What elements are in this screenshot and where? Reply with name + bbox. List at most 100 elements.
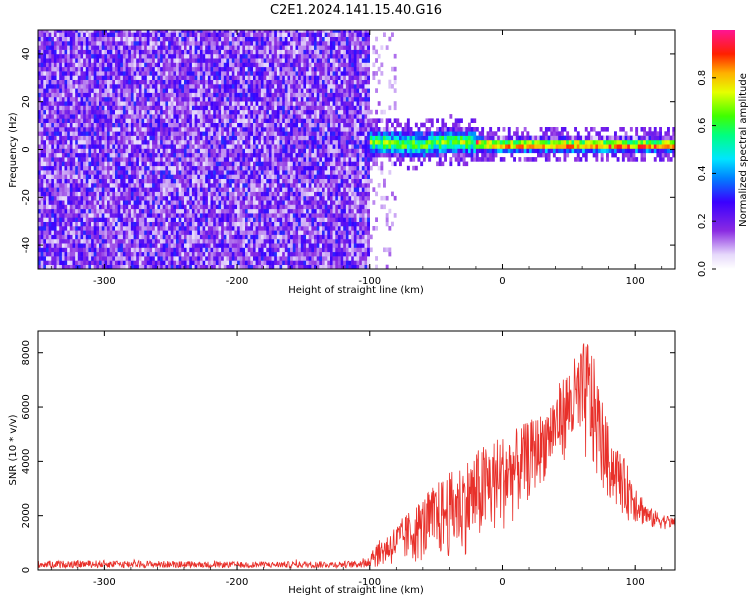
heatmap-cell	[218, 226, 222, 231]
heatmap-cell	[229, 109, 232, 115]
heatmap-cell	[69, 114, 73, 119]
heatmap-cell	[258, 178, 262, 184]
heatmap-cell	[207, 161, 211, 167]
heatmap-cell	[191, 49, 195, 55]
heatmap-cell	[255, 195, 259, 201]
heatmap-cell	[115, 139, 118, 145]
heatmap-cell	[38, 195, 41, 201]
heatmap-cell	[234, 152, 238, 158]
heatmap-cell	[80, 45, 84, 50]
heatmap-cell	[101, 79, 105, 85]
heatmap-cell	[210, 178, 214, 184]
heatmap-cell	[107, 79, 110, 85]
heatmap-cell	[199, 131, 203, 136]
heatmap-cell	[258, 79, 262, 85]
heatmap-cell	[202, 101, 206, 106]
heatmap-cell	[88, 71, 92, 76]
heatmap-cell	[255, 161, 259, 167]
heatmap-cell	[48, 260, 52, 265]
heatmap-cell	[136, 131, 140, 136]
heatmap-cell	[221, 114, 224, 119]
heatmap-cell	[263, 71, 267, 76]
heatmap-cell	[223, 217, 227, 222]
heatmap-cell	[253, 217, 256, 222]
heatmap-cell	[268, 226, 272, 231]
heatmap-cell	[46, 58, 49, 63]
heatmap-cell	[88, 135, 92, 141]
heatmap-cell	[109, 148, 113, 154]
heatmap-cell	[191, 127, 195, 132]
heatmap-cell	[197, 170, 201, 175]
heatmap-cell	[258, 238, 262, 244]
heatmap-cell	[61, 79, 65, 85]
heatmap-cell	[101, 49, 105, 55]
heatmap-cell	[75, 260, 79, 265]
heatmap-cell	[40, 109, 44, 115]
heatmap-cell	[237, 36, 240, 42]
heatmap-cell	[165, 217, 169, 222]
heatmap-cell	[43, 221, 47, 227]
heatmap-cell	[61, 200, 65, 205]
heatmap-cell	[107, 217, 110, 222]
heatmap-cell	[48, 226, 52, 231]
heatmap-cell	[93, 144, 97, 149]
heatmap-cell	[152, 161, 155, 167]
heatmap-cell	[194, 204, 198, 210]
heatmap-cell	[51, 41, 55, 46]
heatmap-cell	[165, 139, 169, 145]
heatmap-cell	[186, 264, 190, 269]
heatmap-cell	[152, 213, 155, 218]
heatmap-cell	[88, 183, 92, 188]
heatmap-cell	[271, 183, 275, 188]
heatmap-cell	[85, 66, 89, 72]
heatmap-cell	[104, 148, 108, 154]
heatmap-cell	[258, 247, 262, 253]
heatmap-cell	[99, 96, 102, 102]
heatmap-cell	[122, 178, 126, 184]
heatmap-cell	[221, 208, 224, 214]
heatmap-cell	[258, 183, 262, 188]
heatmap-cell	[141, 157, 145, 162]
heatmap-cell	[75, 234, 79, 240]
heatmap-cell	[229, 66, 232, 72]
heatmap-cell	[215, 105, 219, 111]
heatmap-cell	[205, 251, 209, 257]
heatmap-cell	[107, 66, 110, 72]
heatmap-cell	[61, 135, 65, 141]
heatmap-cell	[122, 101, 126, 106]
heatmap-cell	[266, 264, 270, 269]
heatmap-cell	[194, 109, 198, 115]
heatmap-cell	[99, 195, 102, 201]
heatmap-cell	[91, 135, 94, 141]
heatmap-cell	[165, 114, 169, 119]
heatmap-cell	[40, 226, 44, 231]
heatmap-cell	[104, 256, 108, 261]
heatmap-cell	[138, 256, 142, 261]
heatmap-cell	[160, 114, 163, 119]
heatmap-cell	[242, 79, 246, 85]
heatmap-cell	[186, 157, 190, 162]
heatmap-cell	[181, 114, 185, 119]
heatmap-cell	[191, 226, 195, 231]
heatmap-cell	[69, 66, 73, 72]
heatmap-cell	[168, 58, 171, 63]
heatmap-cell	[59, 165, 63, 171]
heatmap-cell	[186, 204, 190, 210]
heatmap-cell	[130, 204, 134, 210]
heatmap-cell	[186, 165, 190, 171]
heatmap-cell	[141, 200, 145, 205]
heatmap-cell	[117, 157, 121, 162]
heatmap-cell	[202, 49, 206, 55]
heatmap-cell	[186, 200, 190, 205]
heatmap-cell	[56, 122, 60, 128]
heatmap-cell	[122, 148, 126, 154]
heatmap-cell	[120, 217, 124, 222]
heatmap-cell	[207, 260, 211, 265]
heatmap-cell	[263, 195, 267, 201]
heatmap-cell	[138, 105, 142, 111]
heatmap-cell	[48, 256, 52, 261]
heatmap-cell	[239, 213, 243, 218]
heatmap-cell	[170, 238, 174, 244]
heatmap-cell	[112, 264, 116, 269]
heatmap-cell	[229, 221, 232, 227]
